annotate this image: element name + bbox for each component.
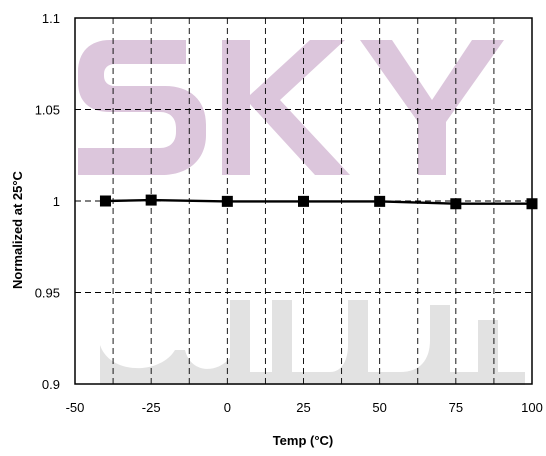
data-point: [221, 195, 233, 207]
watermark-script: [100, 300, 525, 385]
x-axis-ticks: -50 -25 0 25 50 75 100: [66, 400, 543, 415]
x-tick-label: 75: [449, 400, 463, 415]
x-tick-label: -25: [142, 400, 161, 415]
data-point: [374, 195, 386, 207]
watermark-letter-s: [78, 40, 206, 175]
data-point: [450, 198, 462, 210]
watermark-letter-k: [222, 40, 350, 175]
watermark: [78, 40, 525, 385]
data-point: [99, 195, 111, 207]
y-axis-title: Normalized at 25°C: [10, 170, 25, 289]
x-axis-title: Temp (°C): [273, 433, 334, 448]
data-point: [298, 195, 309, 207]
x-tick-label: 0: [224, 400, 231, 415]
data-point: [145, 194, 157, 206]
y-tick-label: 1.05: [35, 103, 60, 118]
x-tick-label: -50: [66, 400, 85, 415]
y-axis-ticks: 0.9 0.95 1 1.05 1.1: [35, 11, 60, 392]
y-tick-label: 0.95: [35, 286, 60, 301]
x-tick-label: 100: [521, 400, 543, 415]
y-tick-label: 0.9: [42, 377, 60, 392]
y-tick-label: 1.1: [42, 11, 60, 26]
x-tick-label: 50: [372, 400, 386, 415]
y-tick-label: 1: [53, 194, 60, 209]
watermark-letter-y: [360, 40, 504, 175]
series: [99, 194, 538, 210]
x-tick-label: 25: [296, 400, 310, 415]
data-point: [526, 198, 538, 210]
